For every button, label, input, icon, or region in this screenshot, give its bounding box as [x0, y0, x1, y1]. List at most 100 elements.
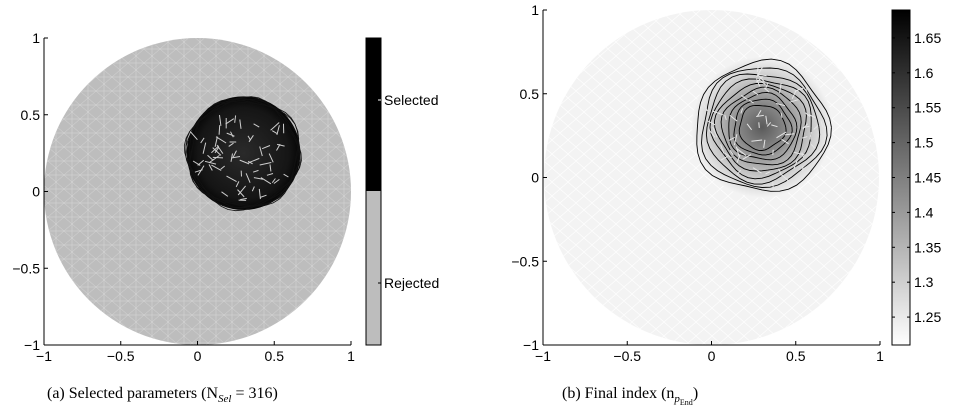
panel-a-x-ticks: −1 −0.5 0 0.5 1	[36, 341, 355, 364]
panel-b-mesh-edge	[765, 115, 768, 125]
panel-b-mesh-edge	[765, 171, 771, 175]
panel-a-mesh-edge	[221, 191, 229, 197]
panel-a-mesh-edge	[276, 125, 280, 136]
panel-a-caption-tail: = 316)	[231, 385, 277, 402]
panel-a-mesh-edge	[253, 177, 264, 180]
panel-b-mesh-edge	[746, 123, 752, 131]
panel-b-mesh-edge	[729, 115, 738, 122]
panel-b-mesh-edge	[793, 159, 799, 170]
panel-a-mesh-edge	[245, 173, 251, 183]
panel-b-mesh-edge	[810, 144, 816, 149]
panel-b-mesh-edge	[741, 94, 748, 101]
panel-a-mesh-edge	[208, 164, 213, 171]
panel-b-y-tick-label: −1	[523, 337, 539, 353]
panel-b-mesh-edge	[720, 144, 725, 154]
panel-b-caption-main: (b) Final index (n	[562, 385, 674, 402]
panel-b-mesh-edge	[766, 122, 772, 127]
panel-a-caption-subscript: Sel	[218, 393, 231, 405]
colorbar-tick-label: 1.65	[914, 30, 941, 46]
panel-b-mesh-edge	[793, 151, 806, 156]
panel-a-mesh-edge	[228, 142, 234, 147]
panel-a-mesh-edge	[260, 194, 267, 198]
panel-a-y-tick-label: −0.5	[12, 260, 40, 276]
panel-a-mesh-edge	[214, 147, 220, 154]
panel-a-mesh	[44, 38, 351, 345]
panel-b-x-tick-label: −0.5	[613, 348, 641, 364]
panel-b-mesh-edge	[712, 126, 718, 138]
panel-a-mesh-edge	[220, 165, 226, 170]
colorbar-label-rejected: Rejected	[384, 275, 439, 291]
panel-a-mesh-edge	[197, 159, 205, 166]
panel-a-mesh-edge	[237, 185, 246, 196]
panel-a-mesh-edge	[273, 178, 280, 184]
panel-b-contours	[696, 58, 832, 192]
panel-a-x-tick-label: −1	[36, 348, 52, 364]
panel-a-y-tick-label: −1	[24, 337, 40, 353]
panel-b-mesh-edge	[776, 131, 787, 139]
panel-b-mesh-edge	[778, 168, 782, 174]
panel-b-contour-line	[696, 58, 832, 192]
panel-b-caption-subsubscript: End	[680, 398, 693, 407]
colorbar-frame	[365, 37, 382, 346]
panel-a-mesh-edge	[200, 137, 205, 144]
panel-a-x-tick-label: 0	[194, 348, 202, 364]
panel-b-mesh-edge	[780, 173, 789, 182]
panel-a-mesh-edge	[269, 164, 272, 172]
panel-b-contour-line	[720, 86, 802, 166]
panel-b-contour-line	[728, 91, 798, 161]
panel-b-y-tick-label: 1	[531, 2, 539, 18]
panel-a-colorbar: Selected Rejected	[365, 37, 439, 346]
panel-b-mesh-edge	[756, 114, 764, 117]
panel-a-mesh-edge	[247, 160, 253, 165]
panel-b-caption-subscript: p	[673, 393, 680, 405]
panel-b-mesh-edge	[757, 73, 767, 77]
panel-b-mesh-edge	[801, 166, 807, 171]
panel-b-mesh-edge	[784, 133, 795, 136]
panel-a-mesh-edge	[258, 188, 261, 200]
panel-b-mesh-edge	[736, 148, 747, 157]
panel-b-mesh-speckle	[701, 64, 824, 190]
panel-b-mesh-edge	[748, 99, 754, 104]
panel-b-mesh	[544, 10, 879, 345]
panel-b-x-tick-label: −1	[535, 348, 551, 364]
panel-b-mesh-edge	[771, 124, 778, 128]
panel-a-mesh-edge	[219, 115, 222, 126]
panel-a-mesh-edge	[189, 131, 198, 141]
panel-a-mesh-edge	[208, 159, 214, 164]
colorbar-tick-label: 1.45	[914, 170, 941, 186]
colorbar-tick-label: 1.5	[914, 135, 934, 151]
panel-b-mesh-edge	[736, 154, 741, 164]
panel-b-colorbar-ticks: 1.25 1.3 1.35 1.4 1.45 1.5 1.55 1.6 1.65	[892, 30, 941, 325]
colorbar-tick-label: 1.6	[914, 65, 934, 81]
panel-b-mesh-edge	[752, 167, 762, 174]
panel-a-mesh-edge	[268, 153, 274, 163]
panel-a-caption-main: (a) Selected parameters (N	[47, 385, 218, 402]
panel-b-mesh-edge	[804, 112, 811, 117]
panel-b-contour-line	[733, 98, 793, 156]
panel-b-axes: −1 −0.5 0 0.5 1 −1 −0.5 0 0.5 1	[511, 2, 884, 364]
panel-b-mesh-edge	[763, 139, 766, 148]
panel-b-mesh-edge	[742, 154, 752, 160]
panel-a-mesh-edge	[202, 142, 207, 154]
panel-a-mesh-edge	[212, 156, 224, 159]
panel-b-mesh-edge	[813, 125, 819, 130]
panel-b-mesh-edge	[809, 131, 812, 140]
panel-b-mesh-edge	[756, 73, 765, 83]
panel-a-mesh-edge	[204, 160, 217, 165]
panel-b-plot	[544, 10, 879, 345]
panel-b-mesh-edge	[756, 66, 764, 78]
panel-b-mesh-edge	[733, 134, 738, 146]
panel-b-mesh-edge	[763, 87, 770, 93]
panel-a-mesh-edge	[237, 189, 245, 198]
panel-a-mesh-edge	[283, 173, 289, 178]
panel-b-mesh-edge	[758, 122, 760, 128]
panel-b-mesh-edge	[701, 101, 708, 112]
panel-b-mesh-edge	[740, 108, 744, 114]
panel-b-x-ticks: −1 −0.5 0 0.5 1	[535, 341, 884, 364]
colorbar-tick-label: 1.55	[914, 100, 941, 116]
panel-a-caption: (a) Selected parameters (NSel = 316)	[47, 385, 278, 405]
panel-a-mesh-edge	[276, 143, 285, 147]
panel-a-selected-region	[186, 96, 301, 210]
panel-a-x-tick-label: 1	[347, 348, 355, 364]
panel-b-mesh-edge	[802, 125, 810, 129]
